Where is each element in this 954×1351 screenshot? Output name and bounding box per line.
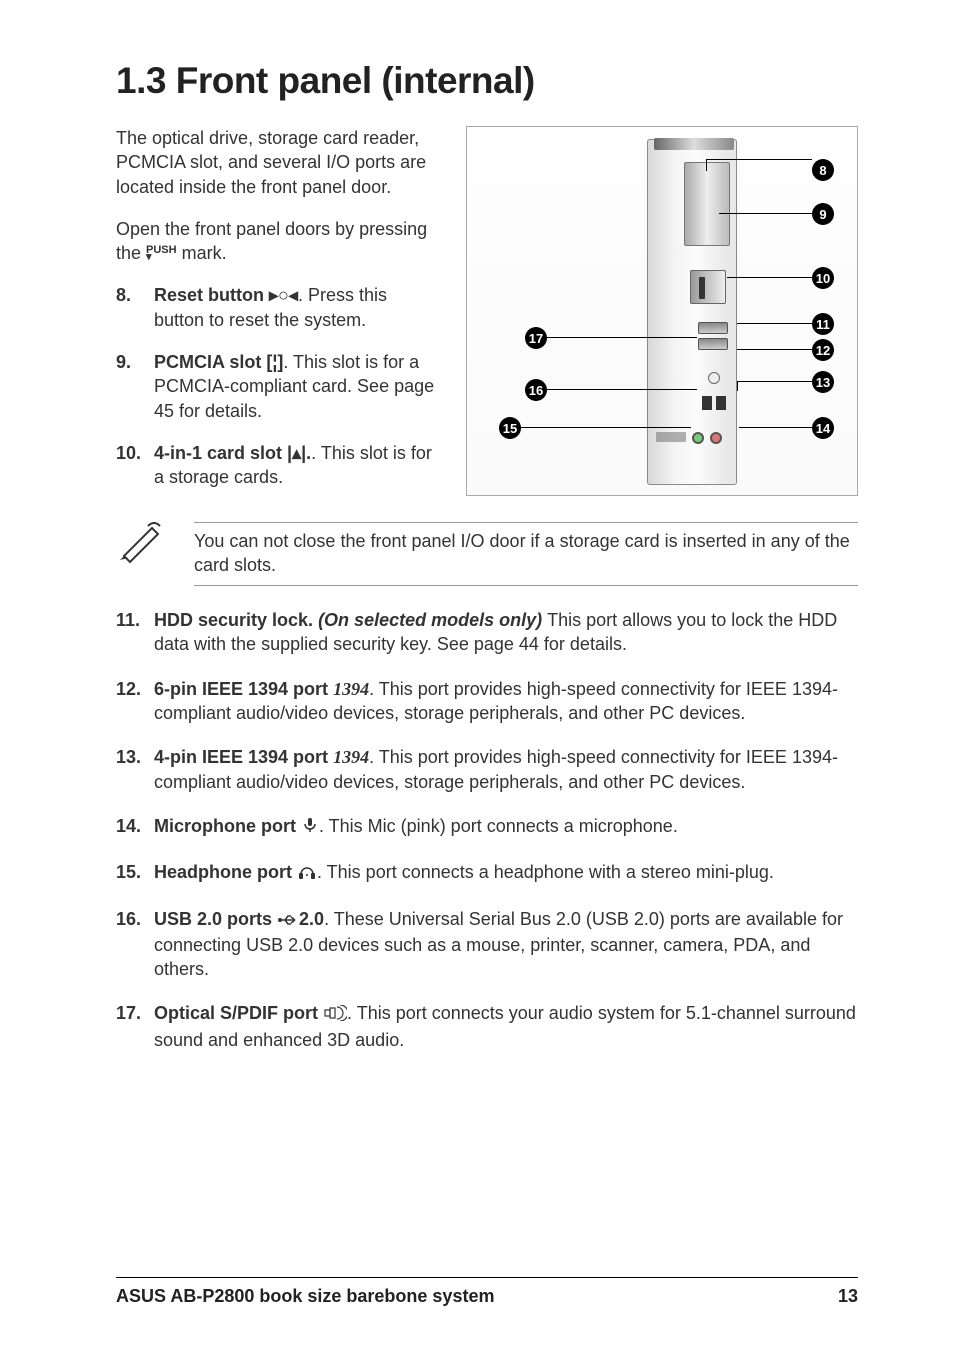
item-body: HDD security lock. (On selected models o… bbox=[154, 608, 858, 657]
intro-para-2: Open the front panel doors by pressing t… bbox=[116, 217, 436, 266]
leader-line bbox=[739, 427, 812, 428]
note-row: You can not close the front panel I/O do… bbox=[120, 522, 858, 587]
leader-line bbox=[547, 337, 697, 338]
callout-12: 12 bbox=[812, 339, 834, 361]
list-item: 12.6-pin IEEE 1394 port 1394. This port … bbox=[116, 677, 858, 726]
section-heading: 1.3 Front panel (internal) bbox=[116, 60, 858, 102]
item-number: 16. bbox=[116, 907, 154, 982]
top-block: The optical drive, storage card reader, … bbox=[116, 126, 858, 508]
callout-16: 16 bbox=[525, 379, 547, 401]
port-stack bbox=[698, 322, 728, 364]
callout-15: 15 bbox=[499, 417, 521, 439]
list-item: 14.Microphone port . This Mic (pink) por… bbox=[116, 814, 858, 840]
leader-line bbox=[737, 381, 738, 391]
item-lead: 4-in-1 card slot bbox=[154, 443, 287, 463]
list-item: 16.USB 2.0 ports 2.0. These Universal Se… bbox=[116, 907, 858, 982]
footer-page-number: 13 bbox=[838, 1286, 858, 1307]
leader-line bbox=[727, 277, 812, 278]
brand-logo bbox=[656, 432, 686, 442]
item-number: 9. bbox=[116, 350, 154, 423]
usb-row bbox=[694, 394, 734, 424]
audio-jacks bbox=[692, 432, 736, 444]
list-item: 17.Optical S/PDIF port . This port conne… bbox=[116, 1001, 858, 1052]
item-10: 10. 4-in-1 card slot |▴|.. This slot is … bbox=[116, 441, 436, 490]
callout-8: 8 bbox=[812, 159, 834, 181]
leader-line bbox=[719, 213, 812, 214]
page-footer: ASUS AB-P2800 book size barebone system … bbox=[116, 1277, 858, 1307]
front-panel-figure: 8 9 10 11 12 13 14 1516 17 bbox=[466, 126, 858, 496]
item-body: PCMCIA slot [¦]. This slot is for a PCMC… bbox=[154, 350, 436, 423]
item-number: 13. bbox=[116, 745, 154, 794]
item-body: Reset button ▸○◂. Press this button to r… bbox=[154, 283, 436, 332]
item-8: 8. Reset button ▸○◂. Press this button t… bbox=[116, 283, 436, 332]
item-9: 9. PCMCIA slot [¦]. This slot is for a P… bbox=[116, 350, 436, 423]
leader-line bbox=[737, 381, 812, 382]
leader-line bbox=[521, 427, 691, 428]
item-number: 15. bbox=[116, 860, 154, 886]
item-number: 12. bbox=[116, 677, 154, 726]
leader-line bbox=[706, 159, 707, 171]
callout-11: 11 bbox=[812, 313, 834, 335]
leader-line bbox=[737, 349, 812, 350]
lock-port bbox=[708, 372, 720, 384]
item-body: 4-pin IEEE 1394 port 1394. This port pro… bbox=[154, 745, 858, 794]
item-body: Headphone port . This port connects a he… bbox=[154, 860, 858, 886]
pcmcia-icon: [¦] bbox=[266, 352, 283, 372]
leader-line bbox=[547, 389, 697, 390]
reset-icon: ▸○◂ bbox=[269, 285, 298, 305]
callout-10: 10 bbox=[812, 267, 834, 289]
intro-and-upper-list: The optical drive, storage card reader, … bbox=[116, 126, 436, 508]
item-number: 11. bbox=[116, 608, 154, 657]
note-text: You can not close the front panel I/O do… bbox=[194, 522, 858, 587]
cardslot-icon: |▴| bbox=[287, 443, 306, 463]
leader-line bbox=[737, 323, 812, 324]
item-lead: PCMCIA slot bbox=[154, 352, 266, 372]
callout-13: 13 bbox=[812, 371, 834, 393]
intro-para-1: The optical drive, storage card reader, … bbox=[116, 126, 436, 199]
callout-9: 9 bbox=[812, 203, 834, 225]
list-item: 11.HDD security lock. (On selected model… bbox=[116, 608, 858, 657]
item-number: 8. bbox=[116, 283, 154, 332]
item-number: 10. bbox=[116, 441, 154, 490]
item-body: 4-in-1 card slot |▴|.. This slot is for … bbox=[154, 441, 436, 490]
list-item: 15.Headphone port . This port connects a… bbox=[116, 860, 858, 886]
leader-line bbox=[707, 159, 812, 160]
item-number: 14. bbox=[116, 814, 154, 840]
push-icon: PUSH▾ bbox=[146, 247, 177, 262]
item-body: Microphone port . This Mic (pink) port c… bbox=[154, 814, 858, 840]
note-pencil-icon bbox=[120, 522, 166, 573]
item-lead: Reset button bbox=[154, 285, 269, 305]
callout-17: 17 bbox=[525, 327, 547, 349]
callout-14: 14 bbox=[812, 417, 834, 439]
item-body: Optical S/PDIF port . This port connects… bbox=[154, 1001, 858, 1052]
optical-drive bbox=[684, 162, 730, 246]
pc-tower bbox=[647, 139, 737, 485]
item-body: 6-pin IEEE 1394 port 1394. This port pro… bbox=[154, 677, 858, 726]
lower-list: 11.HDD security lock. (On selected model… bbox=[116, 608, 858, 1052]
item-body: USB 2.0 ports 2.0. These Universal Seria… bbox=[154, 907, 858, 982]
list-item: 13.4-pin IEEE 1394 port 1394. This port … bbox=[116, 745, 858, 794]
footer-title: ASUS AB-P2800 book size barebone system bbox=[116, 1286, 494, 1307]
card-reader bbox=[690, 270, 726, 304]
item-number: 17. bbox=[116, 1001, 154, 1052]
intro2-part-b: mark. bbox=[177, 243, 227, 263]
